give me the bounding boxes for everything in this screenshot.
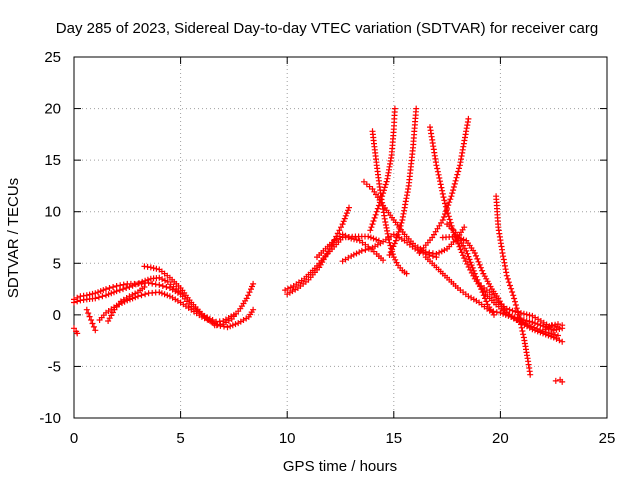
data-point-markers bbox=[416, 115, 472, 256]
data-point-markers bbox=[542, 322, 566, 333]
y-tick-labels: -10 -5 0 5 10 15 20 25 bbox=[39, 49, 61, 427]
series-arc-14 bbox=[367, 105, 398, 234]
data-point-markers bbox=[83, 306, 99, 334]
series-arc-22 bbox=[493, 193, 534, 378]
series-arc-8 bbox=[105, 284, 148, 324]
x-axis-label: GPS time / hours bbox=[283, 458, 397, 475]
series-arc-16 bbox=[386, 105, 420, 258]
x-tick-label: 5 bbox=[176, 430, 184, 447]
series-arc-21 bbox=[444, 221, 497, 318]
axis-ticks bbox=[73, 56, 608, 419]
series-arc-17 bbox=[427, 124, 561, 339]
plot-frame bbox=[73, 56, 608, 419]
data-point-markers bbox=[284, 204, 352, 298]
y-tick-label: 15 bbox=[44, 152, 61, 169]
y-tick-label: -5 bbox=[48, 358, 61, 375]
data-marks bbox=[71, 105, 566, 385]
series-arc-23 bbox=[478, 283, 561, 330]
y-tick-label: 25 bbox=[44, 49, 61, 66]
series-arc-24 bbox=[542, 322, 566, 333]
series-arc-7 bbox=[211, 280, 257, 329]
series-arc-10 bbox=[284, 204, 352, 298]
data-point-markers bbox=[211, 280, 257, 329]
y-tick-label: 10 bbox=[44, 204, 61, 221]
data-point-markers bbox=[141, 263, 257, 331]
x-tick-labels: 0 5 10 15 20 25 bbox=[70, 430, 616, 447]
x-tick-label: 20 bbox=[492, 430, 509, 447]
y-tick-label: -10 bbox=[39, 410, 61, 427]
x-tick-label: 25 bbox=[599, 430, 616, 447]
data-point-markers bbox=[422, 254, 566, 345]
data-point-markers bbox=[71, 274, 216, 323]
y-tick-label: 0 bbox=[53, 307, 61, 324]
y-tick-label: 20 bbox=[44, 101, 61, 118]
series-arc-6 bbox=[141, 263, 257, 331]
data-point-markers bbox=[444, 221, 497, 318]
data-point-markers bbox=[493, 193, 534, 378]
series-arc-25 bbox=[552, 376, 566, 385]
series-arc-3 bbox=[83, 306, 99, 334]
x-tick-label: 10 bbox=[279, 430, 296, 447]
data-point-markers bbox=[367, 105, 398, 234]
series-arc-2 bbox=[71, 274, 216, 323]
series-arc-19 bbox=[422, 254, 566, 345]
x-tick-label: 0 bbox=[70, 430, 78, 447]
data-point-markers bbox=[71, 325, 81, 337]
data-point-markers bbox=[552, 376, 566, 385]
y-tick-label: 5 bbox=[53, 255, 61, 272]
y-axis-label: SDTVAR / TECUs bbox=[5, 178, 22, 298]
chart-title: Day 285 of 2023, Sidereal Day-to-day VTE… bbox=[56, 20, 598, 37]
data-point-markers bbox=[478, 283, 561, 330]
series-arc-4 bbox=[71, 325, 81, 337]
x-tick-label: 15 bbox=[385, 430, 402, 447]
series-arc-18 bbox=[416, 115, 472, 256]
data-point-markers bbox=[386, 105, 420, 258]
data-point-markers bbox=[427, 124, 561, 339]
data-point-markers bbox=[105, 284, 148, 324]
